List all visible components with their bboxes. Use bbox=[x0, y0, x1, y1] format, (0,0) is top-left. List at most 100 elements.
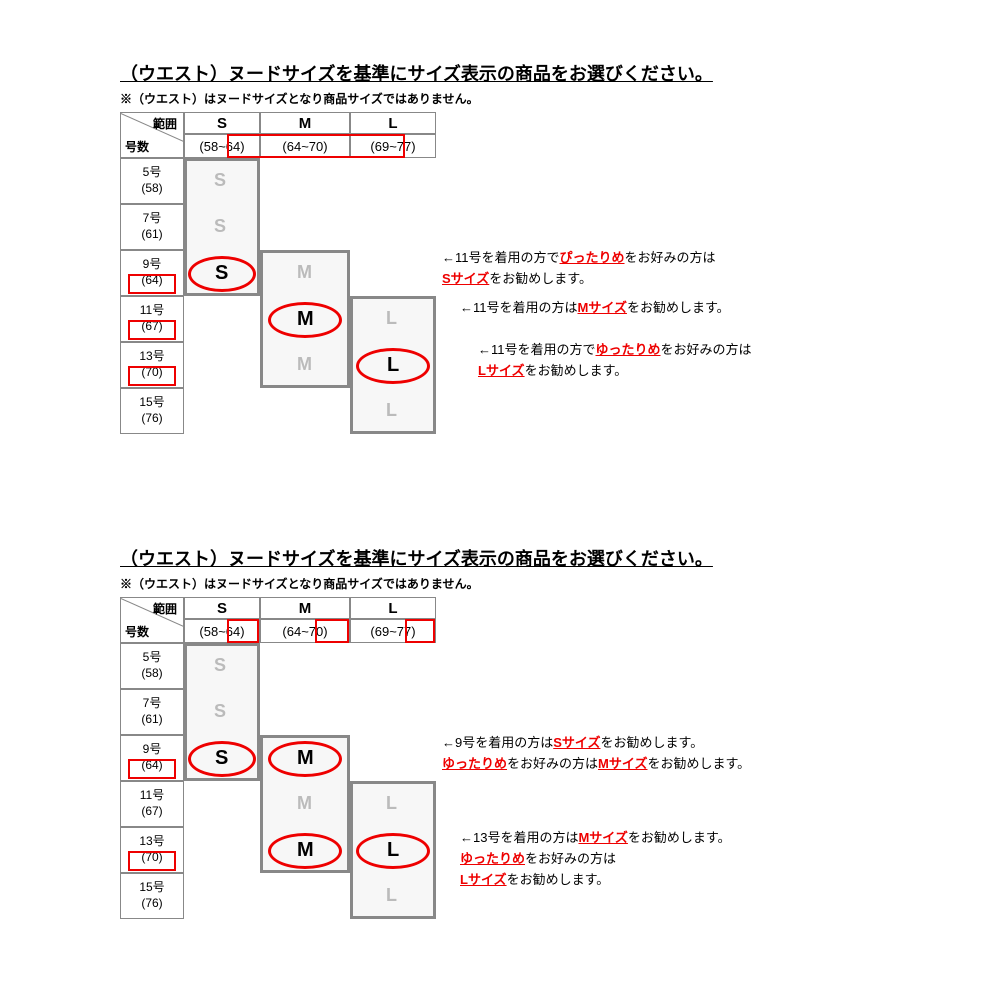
grid-2: 範囲 号数 S M L (58~64) (64~70) (69~77) 5号(5… bbox=[120, 597, 436, 919]
zone-l bbox=[350, 296, 436, 434]
ovl-s: S bbox=[215, 262, 228, 285]
r3n: 11号 bbox=[140, 303, 164, 319]
oval-m bbox=[268, 302, 342, 338]
oval-m2-2 bbox=[268, 833, 342, 869]
n21a: ←9号を着用の方は bbox=[442, 735, 553, 750]
zl-l0-2: L bbox=[386, 793, 397, 814]
oval-l bbox=[356, 348, 430, 384]
n11a: ←11号を着用の方で bbox=[442, 250, 560, 265]
hdr-m: M bbox=[260, 112, 350, 134]
zl-s0-2: S bbox=[214, 655, 226, 676]
r0v: (58) bbox=[141, 181, 162, 197]
n13b: ゆったりめ bbox=[596, 342, 661, 357]
row2-1: 7号(61) bbox=[120, 689, 184, 735]
range-s: (58~64) bbox=[184, 134, 260, 158]
row2-5: 15号(76) bbox=[120, 873, 184, 919]
row2-3: 11号(67) bbox=[120, 781, 184, 827]
zone-s-2 bbox=[184, 643, 260, 781]
n12a: ←11号を着用の方は bbox=[460, 300, 578, 315]
r23v: (67) bbox=[141, 804, 162, 820]
r22n: 9号 bbox=[143, 742, 162, 758]
r21v: (61) bbox=[141, 712, 162, 728]
n22b: Mサイズ bbox=[578, 830, 627, 845]
zone-l-2 bbox=[350, 781, 436, 919]
r5n: 15号 bbox=[139, 395, 164, 411]
ovl-s-2: S bbox=[215, 747, 228, 770]
r1v: (61) bbox=[141, 227, 162, 243]
zl-m1: M bbox=[297, 354, 312, 375]
ovl-m-2: M bbox=[297, 747, 314, 770]
n21c: をお勧めします。 bbox=[601, 735, 704, 750]
zl-l0: L bbox=[386, 308, 397, 329]
n22f: Lサイズ bbox=[460, 872, 507, 887]
r24n: 13号 bbox=[139, 834, 164, 850]
r4v: (70) bbox=[141, 365, 162, 381]
range-l-2: (69~77) bbox=[350, 619, 436, 643]
ovl-m: M bbox=[297, 308, 314, 331]
n21b: Sサイズ bbox=[553, 735, 600, 750]
row2-4: 13号(70) bbox=[120, 827, 184, 873]
r1n: 7号 bbox=[143, 211, 162, 227]
row-4: 13号(70) bbox=[120, 342, 184, 388]
zone-m bbox=[260, 250, 350, 388]
n22d: ゆったりめ bbox=[460, 851, 525, 866]
zone-m-2 bbox=[260, 735, 350, 873]
r2v: (64) bbox=[141, 273, 162, 289]
r25n: 15号 bbox=[139, 880, 164, 896]
ovl-l-2: L bbox=[387, 839, 399, 862]
diag-cell: 範囲 号数 bbox=[120, 112, 184, 158]
zl-s1-2: S bbox=[214, 701, 226, 722]
n12b: Mサイズ bbox=[578, 300, 627, 315]
n21d: ゆったりめ bbox=[442, 756, 507, 771]
diag-cell-2: 範囲 号数 bbox=[120, 597, 184, 643]
n13e: をお勧めします。 bbox=[525, 363, 628, 378]
n13d: Lサイズ bbox=[478, 363, 525, 378]
row-3: 11号(67) bbox=[120, 296, 184, 342]
n22g: をお勧めします。 bbox=[507, 872, 610, 887]
oval-l-2 bbox=[356, 833, 430, 869]
diag-bot: 号数 bbox=[125, 138, 149, 155]
zl-m0: M bbox=[297, 262, 312, 283]
title-2: （ウエスト）ヌードサイズを基準にサイズ表示の商品をお選びください。 bbox=[120, 545, 713, 571]
r0n: 5号 bbox=[143, 165, 162, 181]
row-5: 15号(76) bbox=[120, 388, 184, 434]
diag-top-2: 範囲 bbox=[153, 600, 177, 617]
n21f: Mサイズ bbox=[598, 756, 647, 771]
r2n: 9号 bbox=[143, 257, 162, 273]
row-2: 9号(64) bbox=[120, 250, 184, 296]
oval-s-2 bbox=[188, 741, 256, 777]
subtitle-1: ※（ウエスト）はヌードサイズとなり商品サイズではありません。 bbox=[120, 90, 479, 107]
r24v: (70) bbox=[141, 850, 162, 866]
note2-2: ←13号を着用の方はMサイズをお勧めします。 ゆったりめをお好みの方は Lサイズ… bbox=[460, 828, 731, 890]
r5v: (76) bbox=[141, 411, 162, 427]
row-1: 7号(61) bbox=[120, 204, 184, 250]
note1-1: ←11号を着用の方でぴったりめをお好みの方は Sサイズをお勧めします。 bbox=[442, 248, 716, 290]
r21n: 7号 bbox=[143, 696, 162, 712]
row2-2: 9号(64) bbox=[120, 735, 184, 781]
zone-s bbox=[184, 158, 260, 296]
note1-3: ←11号を着用の方でゆったりめをお好みの方は Lサイズをお勧めします。 bbox=[478, 340, 752, 382]
r20n: 5号 bbox=[143, 650, 162, 666]
hdr-s: S bbox=[184, 112, 260, 134]
n11c: をお好みの方は bbox=[625, 250, 716, 265]
row-0: 5号(58) bbox=[120, 158, 184, 204]
n11d: Sサイズ bbox=[442, 271, 489, 286]
title-1: （ウエスト）ヌードサイズを基準にサイズ表示の商品をお選びください。 bbox=[120, 60, 713, 86]
r22v: (64) bbox=[141, 758, 162, 774]
zl-l1: L bbox=[386, 400, 397, 421]
diag-top: 範囲 bbox=[153, 115, 177, 132]
zl-s0: S bbox=[214, 170, 226, 191]
hdr-m-2: M bbox=[260, 597, 350, 619]
n13c: をお好みの方は bbox=[661, 342, 752, 357]
grid-1: 範囲 号数 S M L (58~64) (64~70) (69~77) 5号(5… bbox=[120, 112, 436, 434]
subtitle-2: ※（ウエスト）はヌードサイズとなり商品サイズではありません。 bbox=[120, 575, 479, 592]
ovl-l: L bbox=[387, 354, 399, 377]
hdr-l-2: L bbox=[350, 597, 436, 619]
zl-l1-2: L bbox=[386, 885, 397, 906]
n21g: をお勧めします。 bbox=[647, 756, 750, 771]
row2-0: 5号(58) bbox=[120, 643, 184, 689]
range-l: (69~77) bbox=[350, 134, 436, 158]
note1-2: ←11号を着用の方はMサイズをお勧めします。 bbox=[460, 298, 730, 319]
n11b: ぴったりめ bbox=[560, 250, 625, 265]
n21e: をお好みの方は bbox=[507, 756, 598, 771]
